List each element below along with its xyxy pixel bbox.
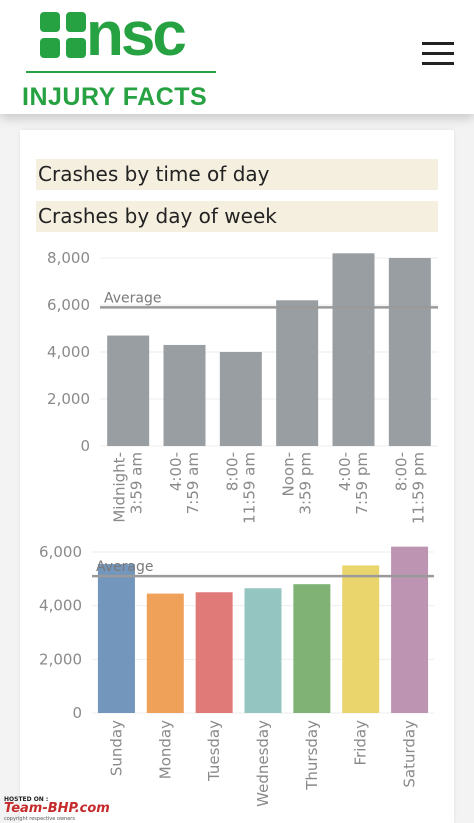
average-label: Average <box>104 290 162 306</box>
y-tick-label: 4,000 <box>39 597 82 615</box>
watermark-copyright: copyright respective owners <box>4 816 75 822</box>
section-title-time-of-day[interactable]: Crashes by time of day <box>36 159 438 190</box>
x-tick-label: 7:59 pm <box>353 452 371 515</box>
bar <box>332 253 375 446</box>
nsc-cross-logo-icon <box>40 12 86 58</box>
x-tick-label: 8:00- <box>223 452 241 491</box>
bar <box>391 546 429 713</box>
y-tick-label: 6,000 <box>47 296 90 314</box>
watermark-hosted: HOSTED ON : <box>4 796 49 803</box>
average-label: Average <box>96 559 154 575</box>
x-tick-label: 3:59 am <box>128 452 146 514</box>
x-tick-label: 4:00- <box>167 452 185 491</box>
main-content <box>0 114 474 823</box>
x-tick-label: Monday <box>156 720 174 779</box>
y-tick-label: 0 <box>80 437 90 455</box>
watermark-brand: Team-BHP.com <box>4 801 110 816</box>
y-tick-label: 0 <box>72 704 82 722</box>
x-tick-label: 8:00- <box>392 452 410 491</box>
bar <box>107 335 150 446</box>
x-tick-label: Saturday <box>401 720 419 788</box>
site-header: nsc INJURY FACTS <box>0 0 474 114</box>
bar <box>276 300 319 446</box>
x-tick-label: 11:59 am <box>240 452 258 524</box>
chart-card <box>20 130 454 823</box>
bar <box>146 593 184 713</box>
y-tick-label: 8,000 <box>47 249 90 267</box>
bar <box>195 592 233 713</box>
x-tick-label: Midnight- <box>111 452 129 523</box>
logo-divider <box>26 71 216 73</box>
logo-wordmark: nsc <box>86 0 187 69</box>
x-tick-label: 7:59 am <box>184 452 202 514</box>
x-tick-label: Friday <box>352 720 370 766</box>
section-title-day-of-week[interactable]: Crashes by day of week <box>36 201 438 232</box>
logo-subtitle: INJURY FACTS <box>22 83 208 111</box>
bar <box>244 588 282 713</box>
bar <box>97 564 135 713</box>
x-tick-label: Wednesday <box>254 720 272 807</box>
y-tick-label: 4,000 <box>47 343 90 361</box>
bar <box>342 565 380 713</box>
x-tick-label: 11:59 pm <box>409 452 427 524</box>
bar <box>388 258 431 446</box>
y-tick-label: 6,000 <box>39 543 82 561</box>
y-tick-label: 2,000 <box>47 390 90 408</box>
bar <box>163 344 206 446</box>
x-tick-label: 4:00- <box>336 452 354 491</box>
x-tick-label: Sunday <box>107 720 125 776</box>
x-tick-label: Thursday <box>303 720 321 791</box>
x-tick-label: Noon- <box>280 452 298 497</box>
bar <box>219 352 262 446</box>
bar <box>293 584 331 713</box>
x-tick-label: Tuesday <box>205 720 223 782</box>
watermark: HOSTED ON : Team-BHP.com copyright respe… <box>2 796 132 822</box>
hamburger-menu-icon[interactable] <box>420 40 456 68</box>
y-tick-label: 2,000 <box>39 650 82 668</box>
x-tick-label: 3:59 pm <box>297 452 315 515</box>
